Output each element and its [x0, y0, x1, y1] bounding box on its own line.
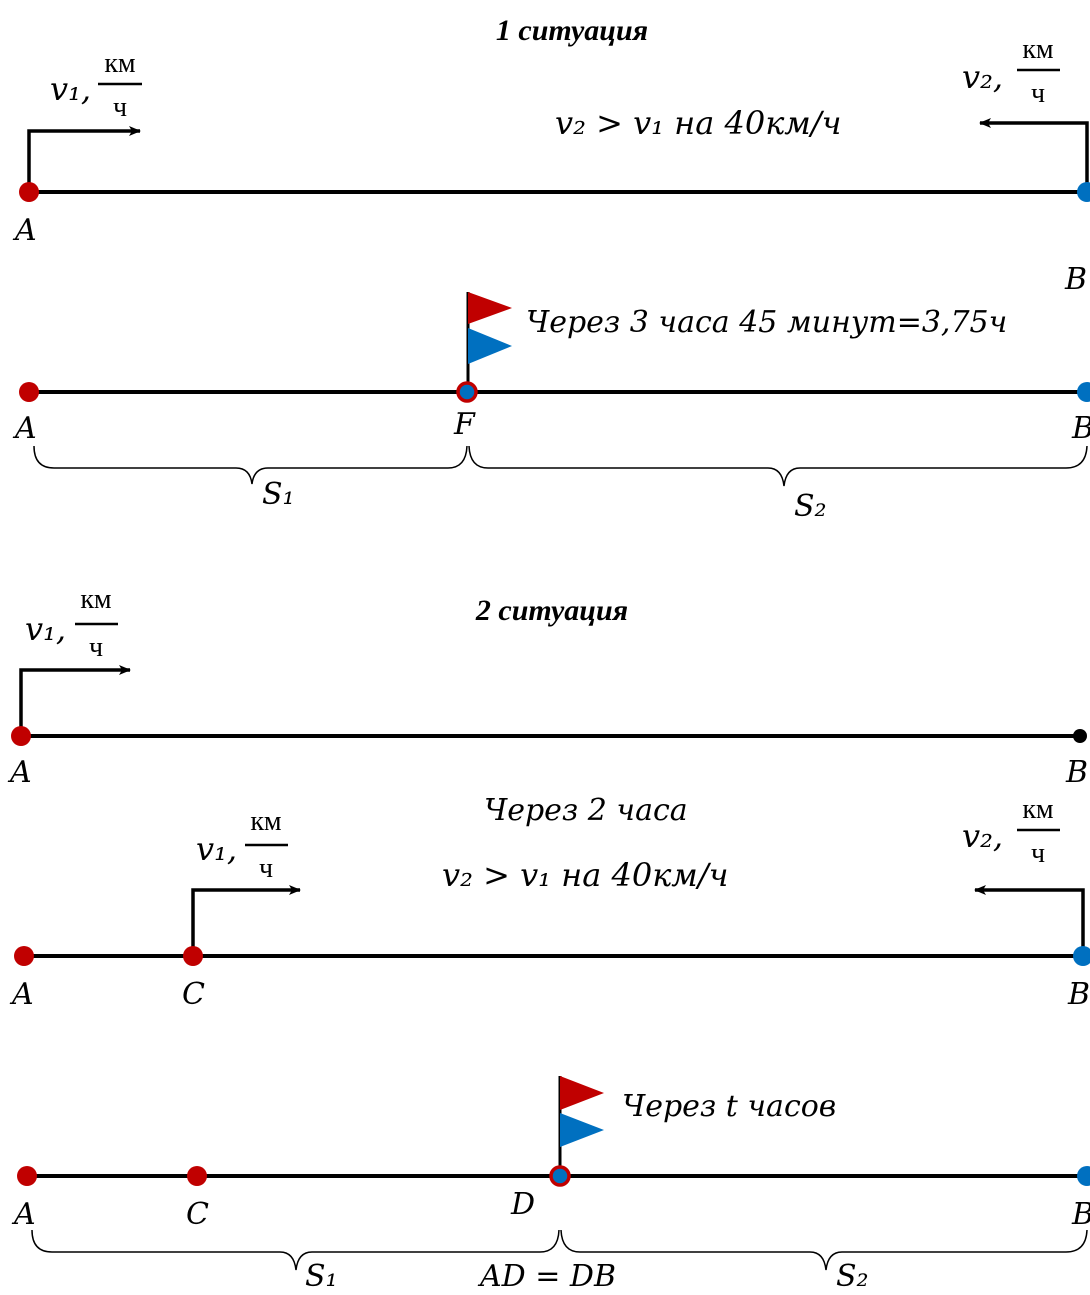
point-b [1073, 946, 1090, 966]
speed-condition: v₂ > v₁ на 40км/ч [555, 104, 842, 142]
v1-direction-arrow [19, 665, 131, 734]
unit-numerator: км [104, 48, 136, 79]
unit-denominator: ч [89, 632, 103, 663]
label-a: A [9, 977, 34, 1012]
unit-denominator: ч [1031, 78, 1045, 109]
speed-condition: v₂ > v₁ на 40км/ч [442, 856, 729, 894]
v2-direction-arrow [974, 885, 1085, 954]
label-f: F [453, 407, 476, 442]
point-a [14, 946, 34, 966]
red-flag-icon [560, 1076, 604, 1110]
point-a [19, 382, 39, 402]
brace-s2 [468, 445, 1088, 487]
meeting-note: Через t часов [622, 1089, 836, 1124]
v1-direction-arrow [191, 885, 301, 954]
label-c: C [182, 977, 205, 1012]
brace-s2 [560, 1229, 1088, 1271]
point-b [1077, 182, 1090, 202]
label-s2: S₂ [794, 489, 827, 524]
v2-direction-arrow [979, 118, 1089, 190]
label-a: A [12, 411, 37, 446]
label-b: B [1067, 977, 1090, 1012]
unit-numerator: км [80, 584, 112, 615]
unit-numerator: км [1022, 794, 1054, 825]
v1-direction-arrow [27, 126, 141, 190]
blue-flag-icon [560, 1113, 604, 1147]
point-a [19, 182, 39, 202]
label-d: D [510, 1187, 535, 1222]
label-a: A [12, 213, 37, 248]
point-f [456, 381, 478, 403]
v2-label: v₂, [962, 817, 1003, 855]
situation2-title: 2 ситуация [475, 594, 628, 627]
after-two-hours: Через 2 часа [484, 793, 688, 828]
point-b [1077, 1166, 1090, 1186]
point-b [1077, 382, 1090, 402]
brace-s1 [33, 445, 468, 485]
unit-denominator: ч [113, 92, 127, 123]
point-b [1073, 729, 1087, 743]
label-s2: S₂ [836, 1259, 869, 1294]
red-flag-icon [468, 292, 512, 324]
unit-numerator: км [250, 806, 282, 837]
brace-s1 [31, 1229, 560, 1271]
label-a: A [7, 755, 32, 790]
unit-numerator: км [1022, 34, 1054, 65]
meeting-note: Через 3 часа 45 минут=3,75ч [526, 305, 1007, 340]
label-b: B [1071, 411, 1090, 446]
v1-label: v₁, [25, 610, 66, 648]
label-s1: S₁ [262, 477, 295, 512]
point-c [183, 946, 203, 966]
point-c [187, 1166, 207, 1186]
v1-label: v₁, [196, 830, 237, 868]
point-a [11, 726, 31, 746]
blue-flag-icon [468, 328, 512, 364]
point-d [549, 1165, 571, 1187]
v2-label: v₂, [962, 58, 1003, 96]
situation1-title: 1 ситуация [496, 14, 648, 47]
label-c: C [186, 1197, 209, 1232]
unit-denominator: ч [259, 853, 273, 884]
point-a [17, 1166, 37, 1186]
label-s1: S₁ [305, 1259, 338, 1294]
label-a: A [11, 1197, 36, 1232]
label-b: B [1071, 1197, 1090, 1232]
v1-label: v₁, [50, 70, 91, 108]
equality-ad-db: AD = DB [477, 1259, 616, 1294]
label-b: B [1064, 262, 1087, 297]
unit-denominator: ч [1031, 838, 1045, 869]
label-b: B [1065, 755, 1088, 790]
